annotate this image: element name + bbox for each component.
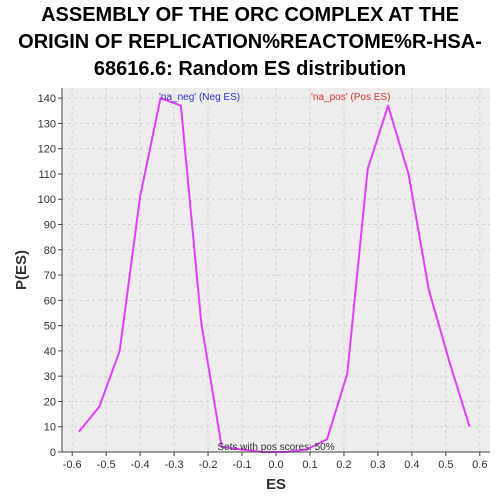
x-tick-label: -0.1: [233, 459, 252, 471]
x-tick-label: 0.4: [404, 459, 419, 471]
y-tick-label: 40: [44, 346, 56, 358]
x-tick-label: 0.6: [472, 459, 487, 471]
y-axis-ticks: 0 10 20 30 40 50 60 70 80 90 100 110 120 130 140: [38, 93, 62, 459]
y-tick-label: 120: [38, 144, 56, 156]
y-tick-label: 140: [38, 93, 56, 105]
x-tick-label: -0.5: [97, 459, 116, 471]
chart-title-line-1: ASSEMBLY OF THE ORC COMPLEX AT THE: [41, 4, 459, 26]
y-tick-label: 50: [44, 321, 56, 333]
grid-lines: [62, 88, 490, 453]
x-tick-label: 0.5: [438, 459, 453, 471]
y-tick-label: 0: [50, 447, 56, 459]
y-tick-label: 130: [38, 118, 56, 130]
y-tick-label: 80: [44, 245, 56, 257]
x-axis-label: ES: [266, 476, 286, 493]
chart-title-line-3: 68616.6: Random ES distribution: [93, 58, 407, 80]
y-tick-label: 30: [44, 371, 56, 383]
pos-scores-annotation: Sets with pos scores: 50%: [217, 442, 334, 453]
chart-title: ASSEMBLY OF THE ORC COMPLEX AT THE ORIGI…: [0, 2, 500, 83]
y-tick-label: 70: [44, 270, 56, 282]
x-tick-label: -0.4: [131, 459, 150, 471]
x-tick-label: -0.2: [199, 459, 218, 471]
y-tick-label: 90: [44, 220, 56, 232]
y-tick-label: 60: [44, 295, 56, 307]
y-tick-label: 100: [38, 194, 56, 206]
y-tick-label: 110: [38, 169, 56, 181]
y-tick-label: 20: [44, 396, 56, 408]
y-axis-label: P(ES): [13, 250, 30, 290]
x-tick-label: 0.3: [370, 459, 385, 471]
x-tick-label: 0.2: [336, 459, 351, 471]
x-tick-label: 0.0: [268, 459, 283, 471]
y-tick-label: 10: [44, 422, 56, 434]
x-tick-label: 0.1: [302, 459, 317, 471]
pos-es-annotation: 'na_pos' (Pos ES): [311, 92, 390, 103]
neg-es-annotation: 'na_neg' (Neg ES): [159, 92, 240, 103]
x-axis-ticks: -0.6 -0.5 -0.4 -0.3 -0.2 -0.1 0.0 0.1 0.2 0.3 0.4 0…: [63, 452, 487, 471]
chart-title-line-2: ORIGIN OF REPLICATION%REACTOME%R-HSA-: [18, 31, 482, 53]
x-tick-label: -0.3: [165, 459, 184, 471]
x-tick-label: -0.6: [63, 459, 82, 471]
